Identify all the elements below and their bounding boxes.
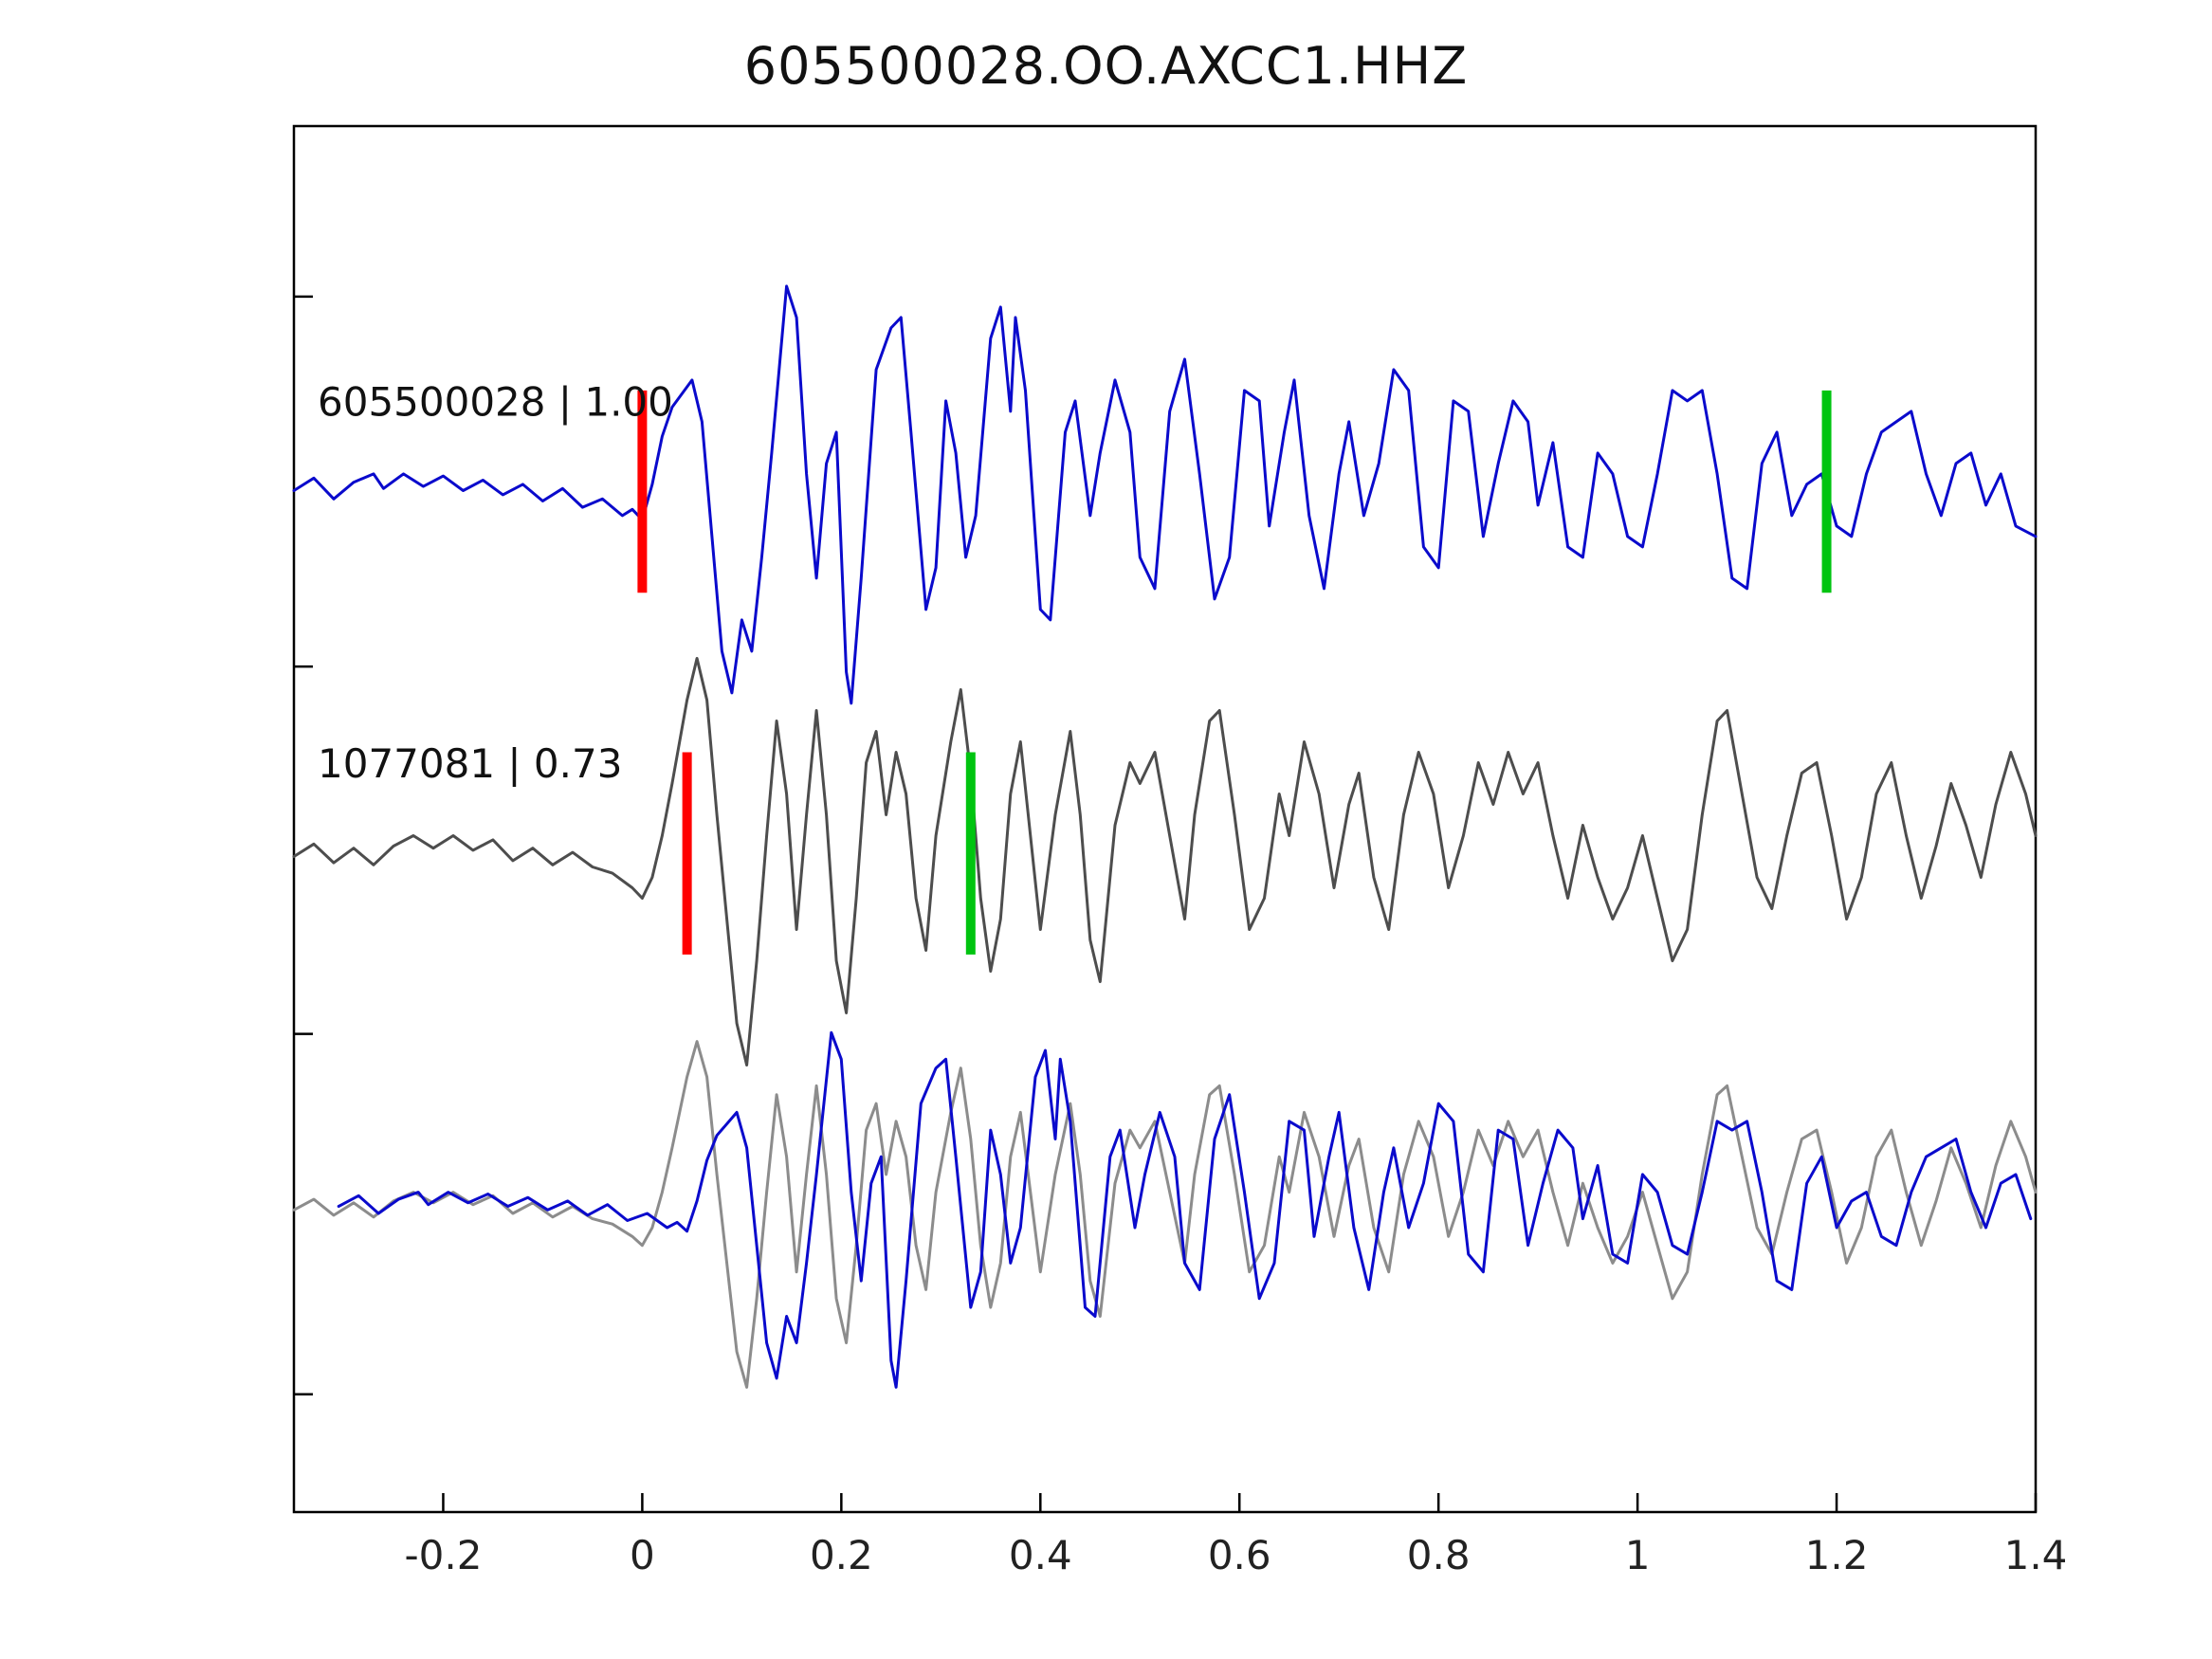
x-axis-tick-label: 0.6 [1208,1532,1271,1578]
overlay-traces-waveform [292,1040,2038,1389]
x-axis-tick-label: 0.2 [810,1532,873,1578]
trace-label: 605500028 | 1.00 [318,378,673,425]
x-axis-tick-label: 1 [1625,1532,1651,1578]
x-axis-tick-label: 1.4 [2004,1532,2068,1578]
x-axis-tick-label: 0 [630,1532,655,1578]
x-axis-tick-label: 0.8 [1407,1532,1471,1578]
detection-trace-waveform [292,657,2038,1066]
x-axis-tick-label: 0.4 [1009,1532,1072,1578]
trace-label: 1077081 | 0.73 [318,740,622,787]
x-axis-tick-label: -0.2 [404,1532,482,1578]
x-axis-tick-label: 1.2 [1805,1532,1869,1578]
chart-title: 605500028.OO.AXCC1.HHZ [743,36,1469,96]
overlay-traces-waveform [337,1030,2033,1389]
template-trace-waveform [292,284,2038,705]
plot-frame [292,124,2038,1514]
